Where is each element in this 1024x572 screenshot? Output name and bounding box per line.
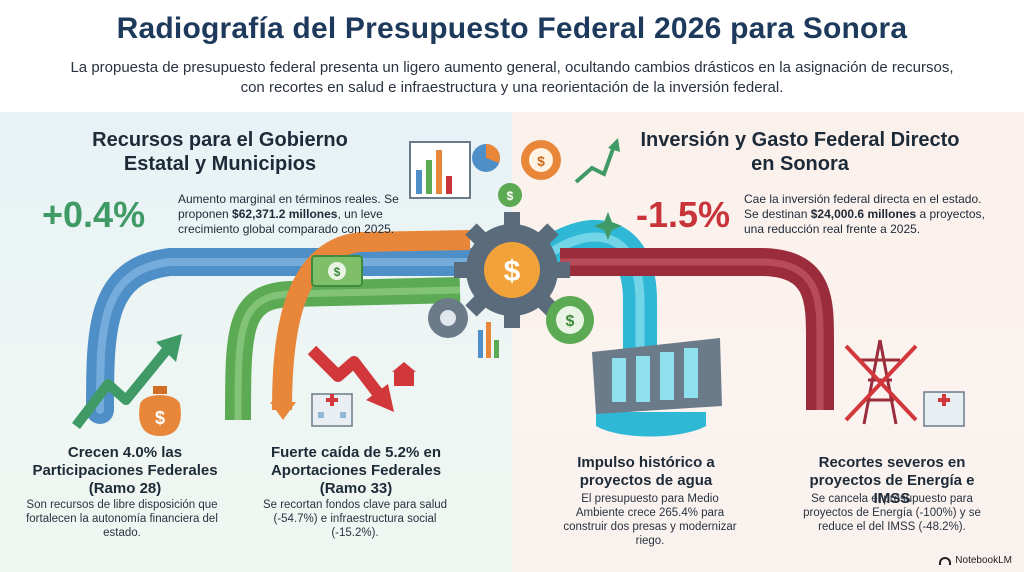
left-desc-rest: , un leve crecimiento global comparado c… xyxy=(178,207,395,236)
brand-logo-icon xyxy=(939,556,952,565)
svg-text:$: $ xyxy=(566,313,575,330)
small-bar-chart-icon xyxy=(478,322,499,358)
brand-label: NotebookLM xyxy=(939,555,1012,566)
agua-description: El presupuesto para Medio Ambiente crece… xyxy=(563,493,737,547)
svg-text:$: $ xyxy=(155,408,165,428)
cash-icon: $ xyxy=(311,255,363,287)
growth-arrow-icon xyxy=(72,334,182,430)
right-stat-description: Cae la inversión federal directa en el e… xyxy=(744,192,994,237)
left-stat-description: Aumento marginal en términos reales. Se … xyxy=(178,192,414,237)
growth-line-icon xyxy=(574,138,620,184)
left-desc-intro: Aumento marginal en términos reales. Se … xyxy=(178,192,399,221)
participaciones-title: Crecen 4.0% las Participaciones Federale… xyxy=(32,444,218,497)
green-pipe xyxy=(225,277,461,421)
bar-chart-icon xyxy=(409,141,471,199)
energia-imss-title: Recortes severos en proyectos de Energía… xyxy=(809,454,975,507)
house-icon xyxy=(392,362,416,386)
page-subtitle: La propuesta de presupuesto federal pres… xyxy=(70,59,954,96)
brand-text: NotebookLM xyxy=(955,555,1012,566)
svg-text:$: $ xyxy=(504,255,521,288)
right-section-title: Inversión y Gasto Federal Directo en Son… xyxy=(640,129,960,175)
agua-title: Impulso histórico a proyectos de agua xyxy=(577,454,715,489)
blue-pipe xyxy=(86,248,484,424)
clinic-icon xyxy=(923,391,965,427)
aportaciones-title: Fuerte caída de 5.2% en Aportaciones Fed… xyxy=(270,444,442,497)
dam-icon xyxy=(592,338,722,437)
orange-pipe xyxy=(270,230,471,420)
energia-imss-description: Se cancela el presupuesto para proyectos… xyxy=(803,493,981,533)
left-big-stat: +0.4% xyxy=(42,194,146,235)
cancel-cross-icon xyxy=(844,344,918,422)
right-desc-intro: Cae la inversión federal directa en el e… xyxy=(744,192,982,221)
right-desc-amount: $24,000.6 millones xyxy=(810,207,917,221)
red-pipe xyxy=(560,248,834,410)
left-section-title: Recursos para el Gobierno Estatal y Muni… xyxy=(92,129,348,175)
right-desc-rest: a proyectos, una reducción real frente a… xyxy=(744,207,985,236)
svg-text:$: $ xyxy=(507,189,514,203)
svg-text:$: $ xyxy=(334,265,341,279)
svg-text:$: $ xyxy=(537,153,545,169)
coin-gear-icon: $ xyxy=(498,183,522,207)
small-gear-icon xyxy=(428,298,468,338)
sparkle-icon xyxy=(594,212,622,240)
water-pipe xyxy=(529,220,657,350)
pie-chart-icon xyxy=(472,144,500,172)
top-gear-dollar-icon: $ xyxy=(521,140,561,180)
right-big-stat: -1.5% xyxy=(636,194,731,235)
hospital-icon xyxy=(311,393,353,427)
small-gear-dollar-icon: $ xyxy=(546,296,594,344)
dollar-bag-icon: $ xyxy=(139,386,181,436)
aportaciones-description: Se recortan fondos clave para salud (-54… xyxy=(262,499,448,539)
decline-arrow-icon xyxy=(307,345,394,412)
left-desc-amount: $62,371.2 millones xyxy=(232,207,338,221)
page-title: Radiografía del Presupuesto Federal 2026… xyxy=(116,12,908,45)
participaciones-description: Son recursos de libre disposición que fo… xyxy=(26,499,218,539)
right-panel-background xyxy=(512,112,1024,572)
